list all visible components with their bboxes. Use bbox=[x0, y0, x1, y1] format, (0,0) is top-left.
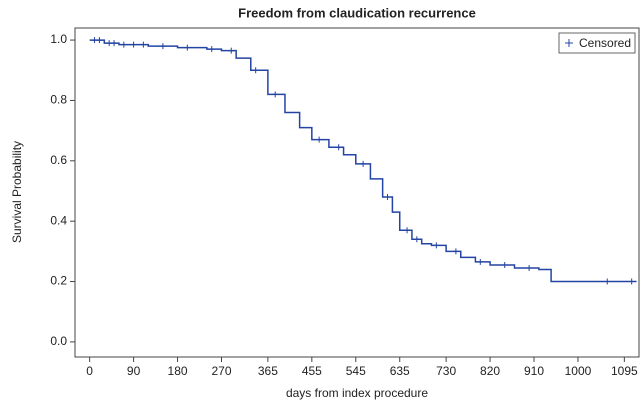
censored-mark bbox=[140, 41, 147, 48]
y-tick-label: 0.0 bbox=[50, 334, 67, 348]
plot-frame bbox=[74, 27, 640, 358]
x-tick-label: 455 bbox=[302, 364, 322, 378]
y-tick-label: 0.6 bbox=[50, 153, 67, 167]
censored-mark bbox=[526, 264, 533, 271]
x-tick-label: 635 bbox=[390, 364, 410, 378]
legend-symbol bbox=[565, 39, 573, 47]
censored-mark bbox=[184, 44, 191, 51]
legend-label: Censored bbox=[579, 36, 631, 50]
censored-mark bbox=[501, 261, 508, 268]
y-tick-label: 0.8 bbox=[50, 93, 67, 107]
chart-title: Freedom from claudication recurrence bbox=[238, 5, 476, 20]
legend-box bbox=[558, 32, 636, 54]
x-tick-label: 270 bbox=[211, 364, 231, 378]
censored-mark bbox=[228, 47, 235, 54]
censored-mark bbox=[604, 278, 611, 285]
y-tick-label: 1.0 bbox=[50, 32, 67, 46]
censored-mark bbox=[252, 67, 259, 74]
censored-mark bbox=[413, 236, 420, 243]
censored-mark bbox=[384, 194, 391, 201]
censored-mark bbox=[477, 258, 484, 265]
y-tick-label: 0.4 bbox=[50, 213, 67, 227]
censored-mark bbox=[111, 40, 118, 47]
x-tick-label: 910 bbox=[524, 364, 544, 378]
x-axis-label: days from index procedure bbox=[286, 386, 428, 400]
x-tick-label: 820 bbox=[480, 364, 500, 378]
censored-mark bbox=[404, 227, 411, 234]
censored-mark bbox=[433, 242, 440, 249]
censored-mark bbox=[316, 136, 323, 143]
x-tick-label: 180 bbox=[168, 364, 188, 378]
censored-mark bbox=[452, 248, 459, 255]
censored-mark bbox=[208, 46, 215, 53]
censored-mark bbox=[335, 144, 342, 151]
survival-curve bbox=[89, 39, 637, 283]
y-tick-label: 0.2 bbox=[50, 274, 67, 288]
censored-mark bbox=[159, 43, 166, 50]
x-tick-label: 545 bbox=[346, 364, 366, 378]
x-tick-label: 730 bbox=[436, 364, 456, 378]
x-tick-label: 1095 bbox=[611, 364, 638, 378]
censored-mark bbox=[130, 41, 137, 48]
censored-mark bbox=[96, 37, 103, 44]
y-axis-label: Survival Probability bbox=[10, 141, 24, 243]
x-tick-label: 1000 bbox=[565, 364, 592, 378]
censored-mark bbox=[272, 91, 279, 98]
x-tick-label: 0 bbox=[86, 364, 93, 378]
censored-mark bbox=[628, 278, 635, 285]
x-tick-label: 365 bbox=[258, 364, 278, 378]
x-tick-label: 90 bbox=[127, 364, 141, 378]
censored-mark bbox=[360, 160, 367, 167]
censored-mark bbox=[120, 41, 127, 48]
